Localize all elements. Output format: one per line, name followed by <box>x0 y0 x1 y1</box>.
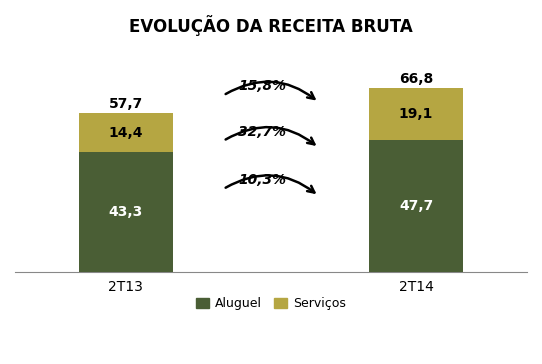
Text: 66,8: 66,8 <box>399 72 433 86</box>
Text: 15,8%: 15,8% <box>238 79 287 93</box>
Text: 43,3: 43,3 <box>109 205 143 219</box>
Title: EVOLUÇÃO DA RECEITA BRUTA: EVOLUÇÃO DA RECEITA BRUTA <box>129 15 413 36</box>
Text: 14,4: 14,4 <box>109 126 143 140</box>
Bar <box>369 141 463 272</box>
Legend: Aluguel, Serviços: Aluguel, Serviços <box>191 292 351 315</box>
Text: 57,7: 57,7 <box>109 97 143 111</box>
Bar <box>79 153 173 272</box>
Bar <box>369 88 463 141</box>
Text: 47,7: 47,7 <box>399 199 433 213</box>
Text: 10,3%: 10,3% <box>238 173 287 187</box>
Text: 32,7%: 32,7% <box>238 125 287 139</box>
Bar <box>79 113 173 153</box>
Text: 19,1: 19,1 <box>399 107 433 121</box>
